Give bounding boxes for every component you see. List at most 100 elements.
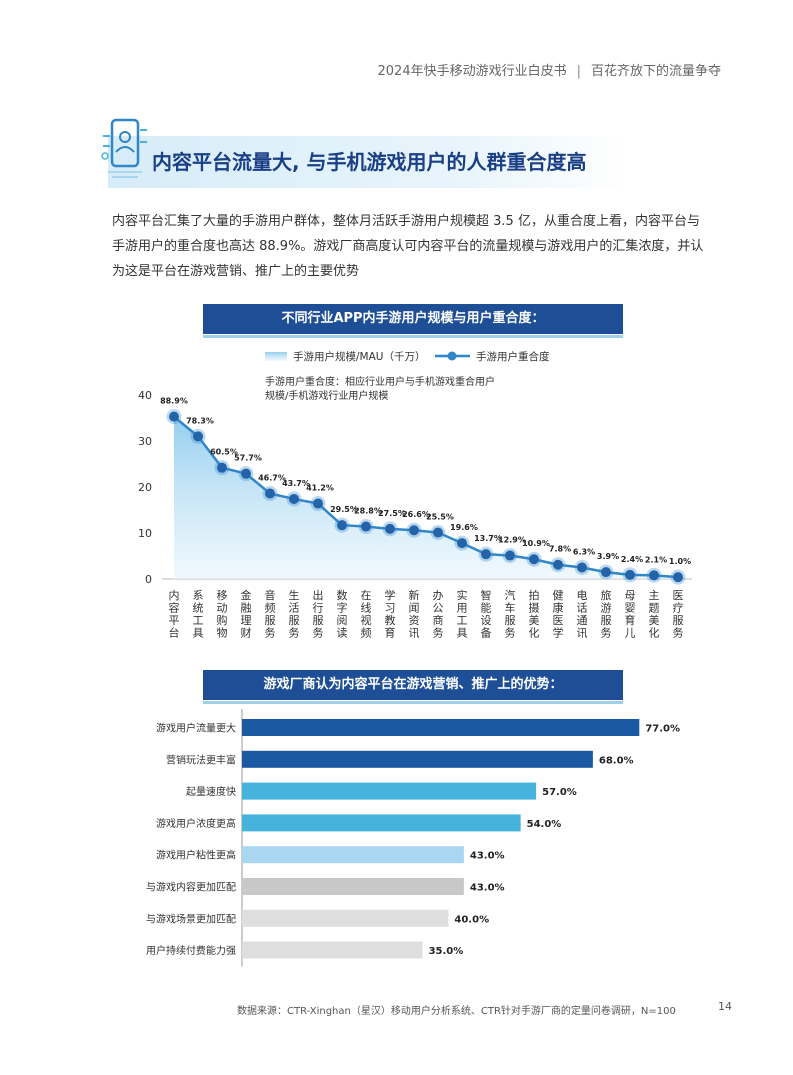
data-label: 2.4% xyxy=(621,555,643,564)
legend-line-label: 手游用户重合度 xyxy=(476,350,550,363)
line-chart: 手游用户规模/MAU（千万） 手游用户重合度手游用户重合度：相应行业用户与手机游戏… xyxy=(138,350,692,640)
bar-value-label: 35.0% xyxy=(429,946,464,957)
data-label: 12.9% xyxy=(498,536,526,545)
x-category-label: 移动购物 xyxy=(217,589,228,640)
bar xyxy=(242,782,537,800)
x-category-label: 拍摄美化 xyxy=(529,588,540,640)
x-category-label: 智能设备 xyxy=(481,588,492,640)
data-label: 19.6% xyxy=(450,523,478,532)
data-point xyxy=(433,527,443,538)
x-category-label: 主题美化 xyxy=(649,589,660,640)
bar-category-label: 游戏用户浓度更高 xyxy=(156,817,236,830)
x-category-label: 生活服务 xyxy=(289,588,300,640)
data-point xyxy=(529,554,539,565)
data-label: 25.5% xyxy=(426,513,454,522)
data-point xyxy=(505,550,515,561)
legend-line-marker xyxy=(447,351,457,361)
y-tick-label: 20 xyxy=(138,481,152,494)
x-category-label: 办公商务 xyxy=(433,589,444,640)
bar-value-label: 43.0% xyxy=(470,883,505,894)
data-point xyxy=(577,562,587,573)
x-category-label: 金融理财 xyxy=(241,588,252,640)
data-point xyxy=(481,549,491,560)
data-point xyxy=(649,570,659,581)
data-label: 26.6% xyxy=(402,510,430,519)
bar-category-label: 用户持续付费能力强 xyxy=(146,944,236,957)
bar xyxy=(242,750,593,768)
x-category-label: 数字阅读 xyxy=(337,589,348,640)
y-tick-label: 30 xyxy=(138,435,152,448)
data-point xyxy=(409,525,419,536)
bar-value-label: 68.0% xyxy=(599,755,634,766)
data-point xyxy=(385,523,395,534)
x-category-label: 出行服务 xyxy=(313,588,324,640)
bar-category-label: 游戏用户流量更大 xyxy=(156,722,236,735)
data-point xyxy=(241,468,251,479)
data-label: 78.3% xyxy=(186,416,214,425)
x-category-label: 旅游服务 xyxy=(601,588,612,640)
bar-chart: 游戏用户流量更大 77.0% 营销玩法更丰富 68.0% 起量速度快 57.0% 游戏用户浓… xyxy=(146,709,680,967)
data-label: 41.2% xyxy=(306,484,334,493)
intro-paragraph: 内容平台汇集了大量的手游用户群体，整体月活跃手游用户规模超 3.5 亿，从重合度… xyxy=(112,214,704,279)
data-point xyxy=(457,538,467,549)
y-tick-label: 40 xyxy=(138,389,152,402)
chart-annotation-line: 手游用户重合度：相应行业用户与手机游戏重合用户 xyxy=(265,375,495,388)
bar-category-label: 营销玩法更丰富 xyxy=(166,753,236,766)
data-label: 46.7% xyxy=(258,473,286,482)
legend-area-label: 手游用户规模/MAU（千万） xyxy=(293,350,425,363)
x-category-label: 系统工具 xyxy=(193,589,204,640)
bar-value-label: 43.0% xyxy=(470,851,505,862)
y-tick-label: 10 xyxy=(138,527,152,540)
area-series xyxy=(174,416,678,579)
x-category-label: 音频服务 xyxy=(265,588,276,640)
bar-category-label: 与游戏场景更加匹配 xyxy=(146,912,236,925)
bar xyxy=(242,941,423,959)
bar-category-label: 游戏用户粘性更高 xyxy=(156,849,236,862)
x-category-label: 实用工具 xyxy=(457,588,468,640)
bar-value-label: 57.0% xyxy=(542,787,577,798)
data-label: 10.9% xyxy=(522,539,550,548)
data-label: 28.8% xyxy=(354,507,382,516)
data-label: 6.3% xyxy=(573,548,595,557)
title-band xyxy=(108,136,628,188)
x-category-label: 学习教育 xyxy=(385,588,396,640)
data-point xyxy=(337,520,347,531)
data-point xyxy=(625,569,635,580)
data-point xyxy=(361,521,371,532)
line-series xyxy=(173,415,679,579)
data-point xyxy=(193,431,203,442)
x-category-label: 汽车服务 xyxy=(505,588,516,640)
source-note: 数据来源：CTR-Xinghan（星汉）移动用户分析系统、CTR针对手游厂商的定… xyxy=(237,1006,676,1017)
data-point xyxy=(169,411,179,422)
phone-user-icon xyxy=(101,118,147,178)
data-point xyxy=(601,567,611,578)
legend-area-swatch xyxy=(265,352,287,361)
bar xyxy=(242,846,464,864)
data-point xyxy=(265,488,275,499)
bar xyxy=(242,878,464,895)
data-point xyxy=(217,462,227,473)
page-header: 2024年快手移动游戏行业白皮书 | 百花齐放下的流量争夺 xyxy=(378,60,722,79)
data-label: 88.9% xyxy=(160,397,188,406)
data-label: 43.7% xyxy=(282,479,310,488)
data-point xyxy=(313,498,323,509)
header-separator: | xyxy=(576,64,581,79)
data-label: 29.5% xyxy=(330,505,358,514)
x-category-label: 电话通讯 xyxy=(577,589,588,640)
y-tick-label: 0 xyxy=(145,573,152,586)
x-category-label: 母婴育儿 xyxy=(625,589,636,640)
chart-annotation-line: 规模/手机游戏行业用户规模 xyxy=(265,389,388,402)
bar-value-label: 40.0% xyxy=(454,914,489,925)
bar-value-label: 77.0% xyxy=(645,724,680,735)
data-label: 13.7% xyxy=(474,534,502,543)
data-label: 3.9% xyxy=(597,552,619,561)
x-category-label: 医疗服务 xyxy=(673,589,684,640)
x-category-label: 内容平台 xyxy=(169,588,180,640)
bar xyxy=(242,909,449,927)
header-report-title: 2024年快手移动游戏行业白皮书 xyxy=(377,64,567,79)
bar-category-label: 与游戏内容更加匹配 xyxy=(146,881,236,894)
data-label: 7.8% xyxy=(549,545,571,554)
chart2-heading: 游戏厂商认为内容平台在游戏营销、推广上的优势： xyxy=(203,670,623,704)
section-title: 内容平台流量大, 与手机游戏用户的人群重合度高 xyxy=(152,150,587,174)
bar-value-label: 54.0% xyxy=(527,819,562,830)
